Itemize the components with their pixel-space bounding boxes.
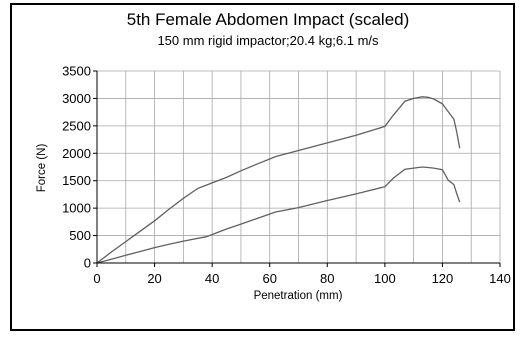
x-tick-label: 120 <box>432 271 454 286</box>
y-tick-label: 2000 <box>62 146 91 161</box>
x-axis-label: Penetration (mm) <box>254 290 343 302</box>
x-tick-label: 100 <box>374 271 396 286</box>
x-tick-label: 0 <box>93 271 100 286</box>
x-tick-label: 40 <box>205 271 219 286</box>
gridlines <box>96 70 501 264</box>
y-tick-label: 1500 <box>62 173 91 188</box>
y-tick-label: 3500 <box>62 64 91 79</box>
chart-title: 5th Female Abdomen Impact (scaled) <box>127 10 410 29</box>
series-group <box>96 96 461 264</box>
x-tick-label: 60 <box>262 271 276 286</box>
x-tick-label: 80 <box>320 271 334 286</box>
chart-subtitle: 150 mm rigid impactor;20.4 kg;6.1 m/s <box>157 33 379 48</box>
series-line-2 <box>96 166 461 264</box>
y-tick-label: 1000 <box>62 201 91 216</box>
y-tick-label: 2500 <box>62 118 91 133</box>
series-line-1 <box>96 96 461 264</box>
tick-labels: 0 500 1000 1500 2000 2500 3000 3500 0 20 40 60 80 100… <box>62 64 511 287</box>
y-axis-label: Force (N) <box>36 144 48 193</box>
y-tick-label: 500 <box>69 228 91 243</box>
x-tick-label: 20 <box>147 271 161 286</box>
y-tick-label: 0 <box>84 256 91 271</box>
chart-frame <box>10 3 515 331</box>
y-tick-label: 3000 <box>62 91 91 106</box>
x-tick-label: 140 <box>489 271 511 286</box>
axes <box>93 70 501 267</box>
